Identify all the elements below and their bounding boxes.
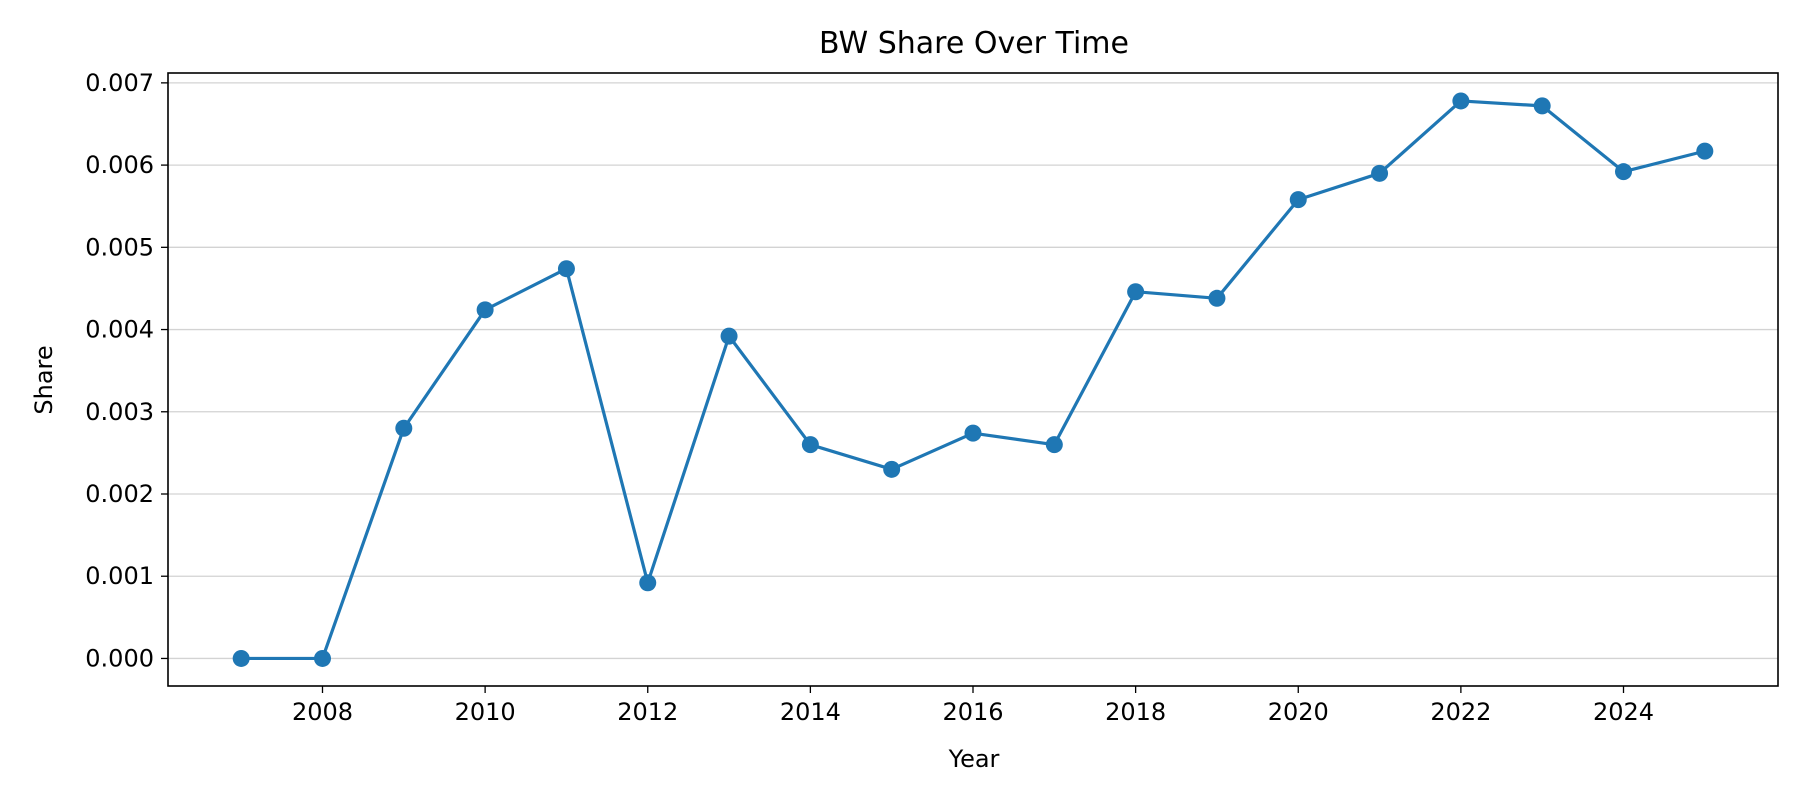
data-point [476,301,494,319]
data-point [801,436,819,454]
data-point [395,419,413,437]
x-tick-label: 2018 [1105,698,1166,726]
data-point [1615,163,1633,181]
y-tick-label: 0.007 [85,69,154,97]
data-point [964,424,982,442]
x-tick-label: 2008 [292,698,353,726]
data-point [1533,97,1551,115]
grid-layer [168,82,1778,660]
data-point [1289,191,1307,209]
series-layer [232,92,1714,667]
data-point [1208,289,1226,307]
data-point [720,327,738,345]
x-tick-label: 2016 [942,698,1003,726]
x-tick-label: 2022 [1430,698,1491,726]
data-point [232,649,250,667]
x-tick-label: 2014 [780,698,841,726]
data-point [883,460,901,478]
y-tick-label: 0.006 [85,151,154,179]
y-axis-label: Share [30,345,58,414]
data-point [557,260,575,278]
data-point [313,649,331,667]
plot-frame [167,72,1779,687]
tick-layer: 0.000 0.001 0.002 0.003 0.004 0.005 0.006 0.007… [85,69,1654,726]
data-point [1696,142,1714,160]
x-tick-label: 2024 [1593,698,1654,726]
y-tick-label: 0.001 [85,562,154,590]
data-point [1127,283,1145,301]
y-tick-label: 0.004 [85,316,154,344]
chart-title: BW Share Over Time [819,26,1129,61]
data-point [1045,436,1063,454]
y-tick-label: 0.002 [85,480,154,508]
x-tick-label: 2010 [455,698,516,726]
data-point [1452,92,1470,110]
y-tick-label: 0.005 [85,233,154,261]
x-tick-label: 2020 [1268,698,1329,726]
x-axis-label: Year [948,745,1000,773]
data-point [639,574,657,592]
x-tick-label: 2012 [617,698,678,726]
y-tick-label: 0.000 [85,644,154,672]
y-tick-label: 0.003 [85,398,154,426]
data-point [1371,164,1389,182]
